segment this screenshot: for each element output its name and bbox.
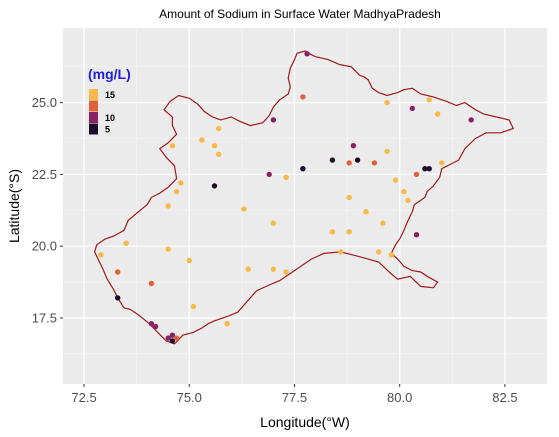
data-point: [346, 194, 352, 201]
data-point: [405, 197, 411, 203]
data-point: [245, 266, 251, 272]
data-point: [270, 117, 277, 123]
data-point: [384, 148, 390, 155]
x-axis-ticks: 72.5 75.0 77.5 80.0 82.5: [71, 384, 518, 405]
data-point: [165, 246, 171, 252]
data-point: [354, 157, 361, 163]
data-point: [148, 321, 155, 327]
data-point: [468, 117, 474, 123]
data-point: [380, 220, 386, 226]
data-point: [152, 323, 159, 330]
data-point: [304, 51, 310, 57]
legend-entries: 15 10 5: [89, 89, 115, 135]
data-point: [409, 105, 415, 112]
data-point: [270, 220, 277, 226]
x-tick-label: 72.5: [71, 390, 96, 405]
legend-swatch: [89, 123, 98, 135]
legend-label: 10: [105, 113, 115, 123]
data-point: [413, 171, 420, 178]
data-point: [173, 188, 180, 195]
y-tick-label: 25.0: [32, 95, 57, 110]
legend-swatch: [89, 112, 98, 123]
legend-label: 15: [105, 90, 115, 100]
data-point: [329, 229, 336, 235]
data-point: [211, 143, 218, 149]
data-point: [426, 97, 432, 103]
data-point: [123, 240, 129, 246]
data-point: [413, 232, 420, 238]
data-point: [363, 209, 369, 215]
data-point: [300, 94, 306, 100]
legend-label: 5: [105, 125, 110, 135]
y-axis-title: Latitude(°S): [6, 169, 22, 243]
data-point: [115, 295, 121, 301]
x-tick-label: 77.5: [282, 390, 307, 405]
x-tick-label: 82.5: [492, 390, 517, 405]
y-tick-label: 22.5: [32, 167, 57, 182]
data-point: [283, 174, 289, 180]
data-point: [224, 321, 230, 327]
data-point: [422, 166, 428, 172]
y-tick-label: 17.5: [32, 310, 57, 325]
data-point: [178, 180, 184, 186]
x-tick-label: 80.0: [387, 390, 412, 405]
data-point: [384, 99, 390, 106]
state-boundary: [93, 50, 515, 345]
data-point: [98, 252, 104, 258]
data-point: [148, 280, 155, 287]
legend: (mg/L) 15 10 5: [88, 66, 131, 135]
data-point: [338, 249, 344, 255]
data-point: [270, 266, 277, 272]
data-point: [266, 171, 272, 178]
data-point: [216, 125, 222, 132]
data-point: [165, 335, 171, 341]
data-point: [169, 332, 176, 338]
data-point: [169, 338, 176, 344]
data-point: [346, 229, 352, 235]
data-point: [371, 160, 378, 166]
data-point: [241, 206, 247, 212]
major-gridlines: [63, 28, 547, 384]
plot-panel: [63, 28, 547, 384]
data-point: [329, 157, 336, 163]
chart-title: Amount of Sodium in Surface Water Madhya…: [159, 7, 441, 21]
data-point: [190, 303, 197, 310]
data-point: [165, 203, 171, 209]
x-axis-title: Longitude(°W): [260, 414, 350, 430]
y-tick-label: 20.0: [32, 239, 57, 254]
data-point: [426, 166, 432, 172]
data-point: [392, 177, 399, 183]
x-tick-label: 75.0: [177, 390, 202, 405]
data-point: [388, 252, 394, 258]
data-point: [283, 269, 289, 275]
data-point: [216, 151, 222, 157]
y-axis-ticks: 17.5 20.0 22.5 25.0: [32, 95, 63, 325]
data-point: [300, 166, 306, 172]
sample-points: [98, 51, 474, 344]
data-point: [211, 183, 218, 189]
data-point: [186, 257, 192, 264]
data-point: [346, 160, 352, 166]
data-point: [434, 111, 441, 117]
data-point: [199, 137, 205, 143]
data-point: [350, 143, 357, 149]
data-point: [439, 160, 445, 166]
data-point: [173, 335, 180, 341]
data-point: [376, 249, 382, 255]
data-point: [401, 188, 407, 195]
legend-swatch: [89, 89, 98, 100]
minor-gridlines: [63, 28, 547, 384]
data-point: [115, 269, 121, 275]
legend-title: (mg/L): [88, 66, 131, 82]
data-point: [169, 143, 176, 149]
legend-swatch: [89, 100, 98, 112]
